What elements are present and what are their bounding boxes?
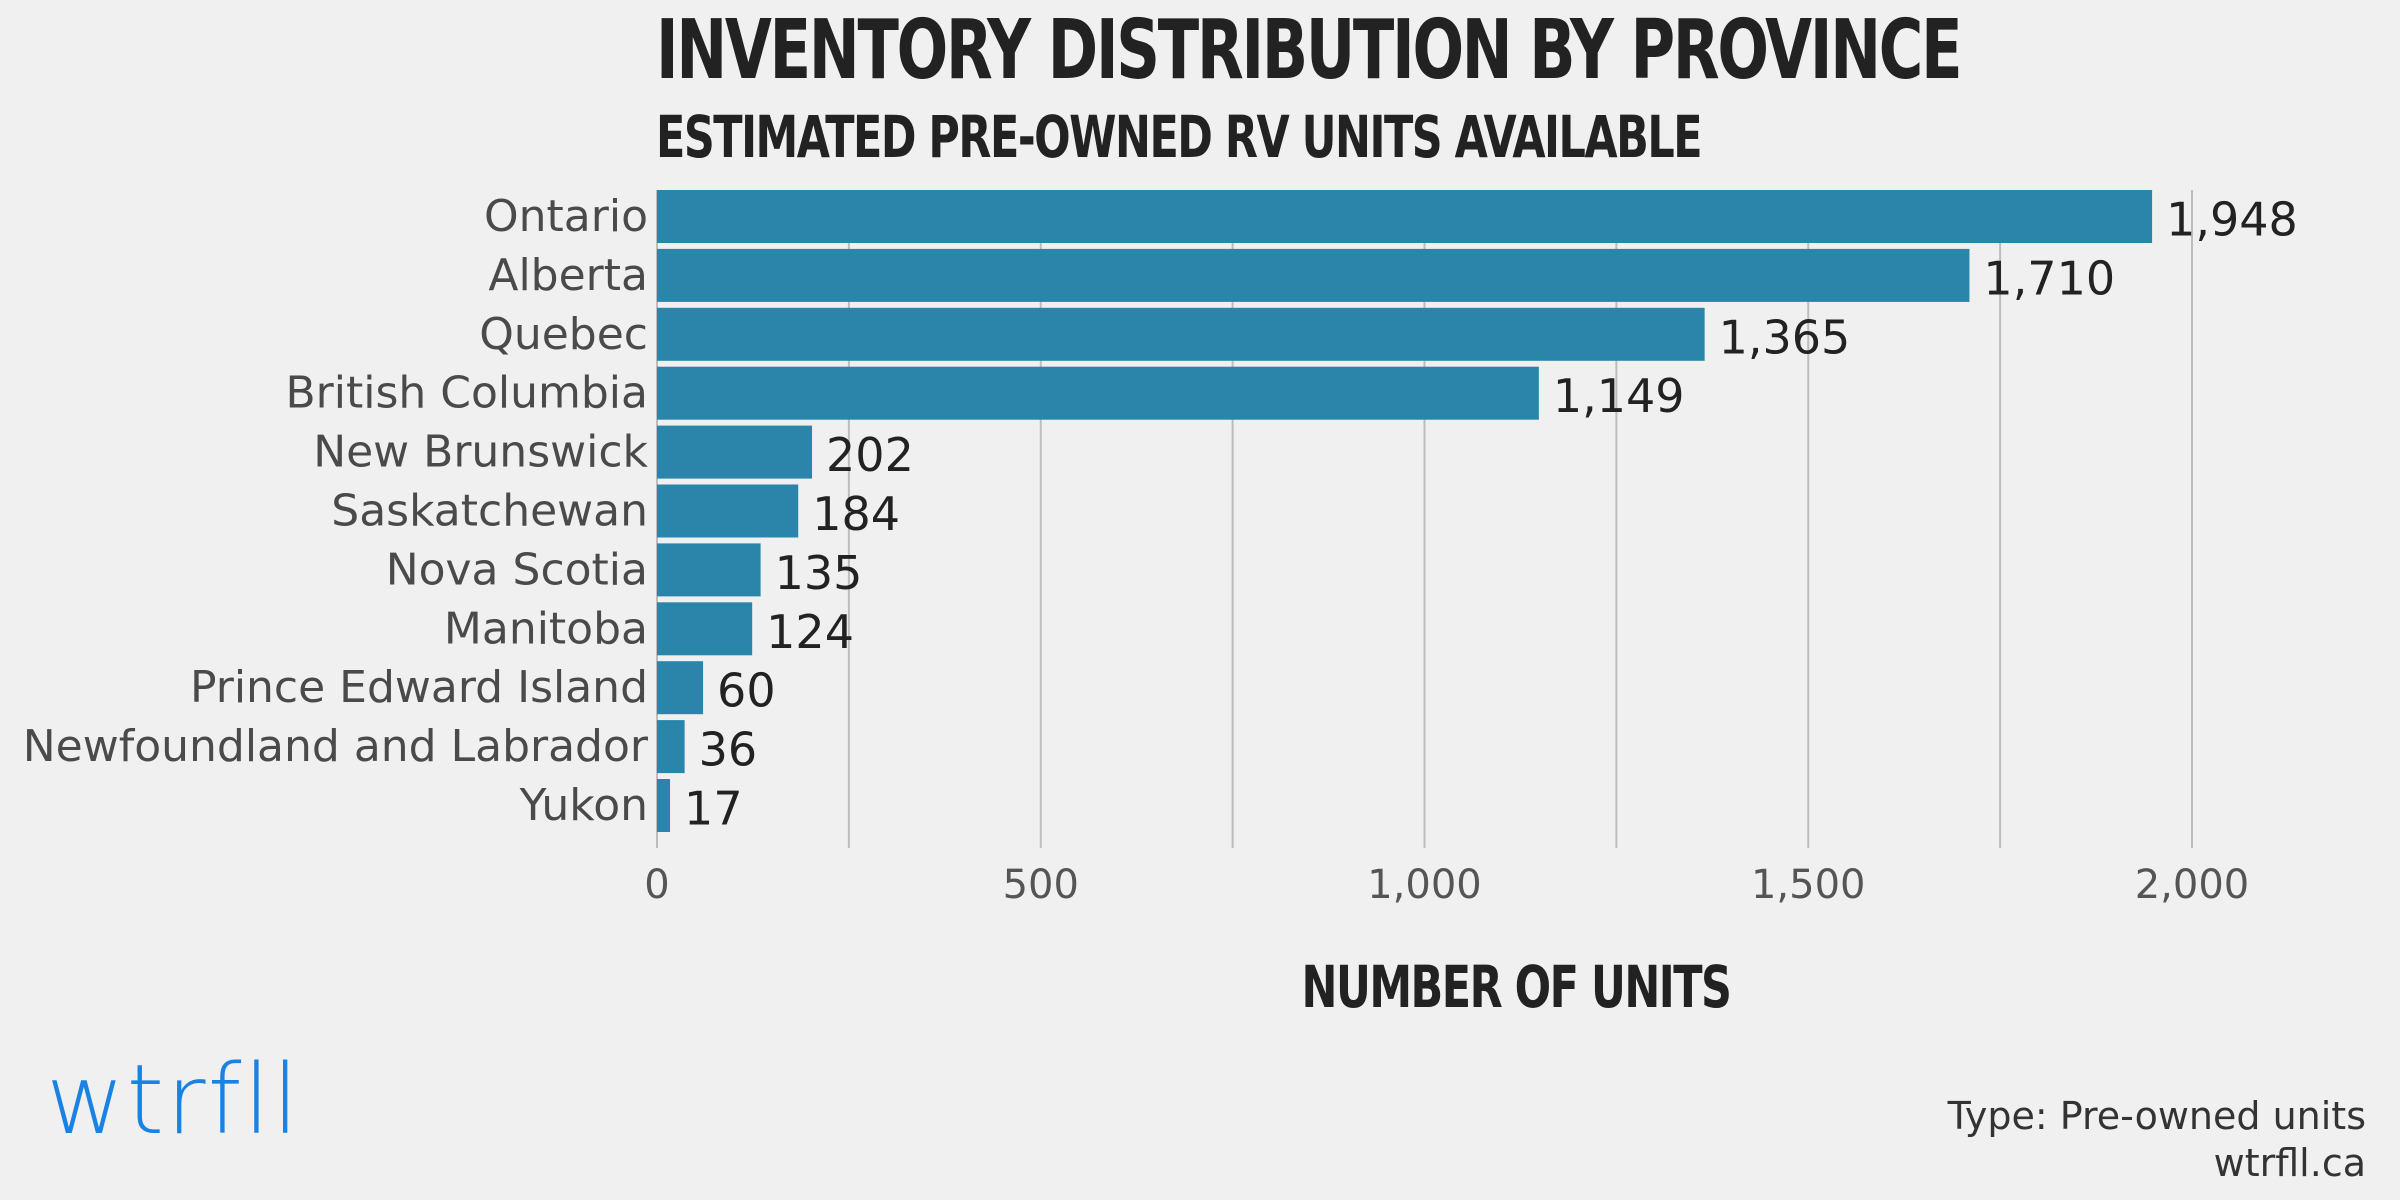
category-label: Alberta [488,250,648,301]
value-label: 124 [766,605,854,659]
x-tick-label: 0 [644,862,669,908]
value-label: 60 [717,664,776,718]
category-label: Nova Scotia [386,544,648,595]
bars [657,190,2153,832]
footer-type-line: Type: Pre-owned units [1947,1094,2366,1139]
bar [657,307,1705,361]
bar [657,720,685,774]
bar [657,190,2153,243]
x-axis-label: NUMBER OF UNITS [1301,953,1732,1021]
x-tick-label: 1,500 [1751,862,1866,908]
chart-subtitle: ESTIMATED PRE-OWNED RV UNITS AVAILABLE [656,103,1703,171]
footer-site: wtrfll.ca [2213,1140,2366,1185]
x-tick-label: 2,000 [2135,862,2250,908]
category-label: Saskatchewan [331,486,648,537]
bar [657,366,1539,420]
bar [657,779,671,832]
bar [657,484,799,538]
category-label: New Brunswick [313,427,648,478]
chart-title: INVENTORY DISTRIBUTION BY PROVINCE [656,3,1963,98]
value-label: 184 [812,487,900,541]
value-label: 1,948 [2166,193,2298,247]
category-label: British Columbia [285,368,648,419]
wtrfll-logo: wtrfll [46,1044,301,1156]
value-label: 1,149 [1553,369,1685,423]
footer: Type: Pre-owned units wtrfll.ca [1948,1093,2366,1186]
value-label: 17 [684,782,743,836]
value-label: 1,710 [1983,251,2115,305]
bar [657,543,761,597]
category-label: Manitoba [444,603,648,654]
x-tick-label: 1,000 [1367,862,1482,908]
value-label: 135 [775,546,863,600]
category-label: Quebec [479,309,648,360]
value-label: 36 [699,723,758,777]
x-tick-label: 500 [1003,862,1079,908]
category-label: Yukon [519,780,648,831]
bar [657,661,704,715]
category-label: Prince Edward Island [190,662,648,713]
category-labels: Ontario Alberta Quebec British Columbia New … [23,191,649,831]
value-label: 202 [826,428,914,482]
bar [657,425,813,479]
category-label: Newfoundland and Labrador [23,721,649,772]
bar [657,248,1970,302]
value-label: 1,365 [1719,310,1851,364]
x-tick-labels: 0 500 1,000 1,500 2,000 [644,862,2249,908]
category-label: Ontario [484,191,648,242]
bar [657,602,753,656]
